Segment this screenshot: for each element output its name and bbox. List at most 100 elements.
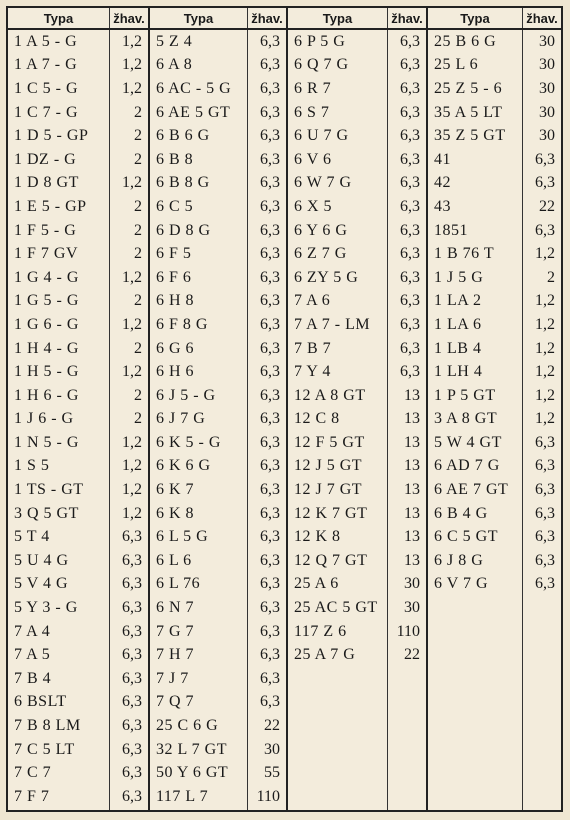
table-row: 6 L 5 G 6,3: [150, 525, 286, 550]
type-header: Typa: [288, 8, 388, 28]
heater-voltage: 13: [404, 528, 420, 546]
heater-voltage: 22: [264, 717, 280, 735]
table-row: 1 DZ - G 2: [8, 147, 148, 172]
heater-voltage: 6,3: [400, 245, 420, 263]
tube-type: 35 A 5 LT: [428, 100, 523, 125]
heater-header: žhav.: [526, 10, 558, 26]
tube-type: 7 B 8 LM: [8, 714, 110, 738]
table-row: 1 A 7 - G 1,2: [8, 53, 148, 78]
column-header: Typa žhav.: [428, 8, 561, 30]
table-row: 35 A 5 LT 30: [428, 100, 561, 125]
tube-type: 6 J 7 G: [150, 407, 248, 432]
heater-voltage: 6,3: [260, 693, 280, 711]
heater-voltage: 30: [539, 79, 555, 97]
table-row: 6 AC - 5 G 6,3: [150, 77, 286, 101]
tube-type: 6 H 6: [150, 360, 248, 384]
tube-type: 6 AE 7 GT: [428, 478, 523, 502]
tube-type: 25 A 7 G: [288, 643, 388, 668]
table-row: 7 G 7 6,3: [150, 619, 286, 644]
tube-type: 25 L 6: [428, 53, 523, 78]
tube-type: 1 TS - GT: [8, 478, 110, 502]
heater-voltage: 1,2: [535, 292, 555, 310]
heater-voltage: 2: [134, 410, 142, 428]
heater-voltage: 22: [539, 197, 555, 215]
table-row: 6 W 7 G 6,3: [288, 171, 426, 196]
tube-type: 1 J 5 G: [428, 265, 523, 290]
heater-voltage: 1,2: [535, 410, 555, 428]
heater-voltage: 6,3: [260, 386, 280, 404]
table-row: 1 TS - GT 1,2: [8, 478, 148, 502]
tube-type: 5 Z 4: [150, 30, 248, 54]
table-row: 6 P 5 G 6,3: [288, 30, 426, 54]
tube-type: 1 E 5 - GP: [8, 195, 110, 219]
tube-type: 25 A 6: [288, 572, 388, 597]
heater-voltage: 6,3: [400, 174, 420, 192]
table-row: 1 H 6 - G 2: [8, 383, 148, 408]
heater-voltage: 6,3: [535, 504, 555, 522]
table-row: 6 F 5 6,3: [150, 242, 286, 266]
tube-type: 12 Q 7 GT: [288, 549, 388, 573]
tube-type: 7 Q 7: [150, 690, 248, 715]
tube-type: 6 L 5 G: [150, 525, 248, 550]
table-row: 1 C 7 - G 2: [8, 100, 148, 125]
heater-voltage: 1,2: [535, 315, 555, 333]
heater-voltage: 6,3: [535, 150, 555, 168]
table-row: 43 22: [428, 195, 561, 219]
heater-voltage: 30: [539, 56, 555, 74]
heater-voltage: 1,2: [535, 339, 555, 357]
tube-type: 7 B 7: [288, 336, 388, 361]
tube-type: 6 H 8: [150, 289, 248, 314]
heater-voltage: 1,2: [122, 504, 142, 522]
tube-type: 7 A 6: [288, 289, 388, 314]
heater-voltage: 6,3: [535, 551, 555, 569]
heater-voltage: 2: [134, 197, 142, 215]
table-row: 6 J 8 G 6,3: [428, 549, 561, 573]
table-row: 7 F 7 6,3: [8, 785, 148, 809]
heater-voltage: 30: [264, 740, 280, 758]
table-row: 1 G 4 - G 1,2: [8, 265, 148, 290]
table-row: 6 L 6 6,3: [150, 549, 286, 573]
table-row: 5 W 4 GT 6,3: [428, 431, 561, 455]
table-row: 1 LH 4 1,2: [428, 360, 561, 384]
table-row: 6 C 5 GT 6,3: [428, 525, 561, 550]
tube-type: 25 Z 5 - 6: [428, 77, 523, 101]
heater-voltage: 1,2: [122, 315, 142, 333]
table-row: 25 AC 5 GT 30: [288, 596, 426, 620]
table-row: 1 F 5 - G 2: [8, 218, 148, 243]
table-row: 42 6,3: [428, 171, 561, 196]
heater-header: žhav.: [391, 10, 423, 26]
tube-type: 7 C 7: [8, 761, 110, 785]
heater-voltage: 30: [404, 575, 420, 593]
heater-voltage: 6,3: [122, 646, 142, 664]
tube-type: 6 B 6 G: [150, 124, 248, 148]
table-row: 6 Y 6 G 6,3: [288, 218, 426, 243]
heater-voltage: 1,2: [122, 174, 142, 192]
heater-voltage: 6,3: [260, 103, 280, 121]
type-header: Typa: [8, 8, 110, 28]
table-row: 5 Y 3 - G 6,3: [8, 596, 148, 620]
table-row: 7 B 7 6,3: [288, 336, 426, 361]
tube-type: 1 DZ - G: [8, 147, 110, 172]
table-row: 6 AD 7 G 6,3: [428, 454, 561, 479]
heater-voltage: 1,2: [122, 79, 142, 97]
tube-type: 6 S 7: [288, 100, 388, 125]
heater-voltage: 6,3: [122, 599, 142, 617]
tube-type: 25 B 6 G: [428, 30, 523, 54]
tube-type: 7 F 7: [8, 785, 110, 809]
table-row: 7 H 7 6,3: [150, 643, 286, 668]
table-row: 6 S 7 6,3: [288, 100, 426, 125]
heater-voltage: 2: [134, 339, 142, 357]
table-row: 1 D 8 GT 1,2: [8, 171, 148, 196]
table-row: 6 B 8 G 6,3: [150, 171, 286, 196]
heater-voltage: 6,3: [400, 150, 420, 168]
table-row: 12 F 5 GT 13: [288, 431, 426, 455]
heater-voltage: 6,3: [122, 669, 142, 687]
tube-type: 12 J 5 GT: [288, 454, 388, 479]
heater-voltage: 6,3: [122, 787, 142, 805]
heater-voltage: 2: [134, 292, 142, 310]
heater-header: žhav.: [251, 10, 283, 26]
tube-type: 6 Y 6 G: [288, 218, 388, 243]
table-row: 25 A 6 30: [288, 572, 426, 597]
tube-type: 6 Z 7 G: [288, 242, 388, 266]
